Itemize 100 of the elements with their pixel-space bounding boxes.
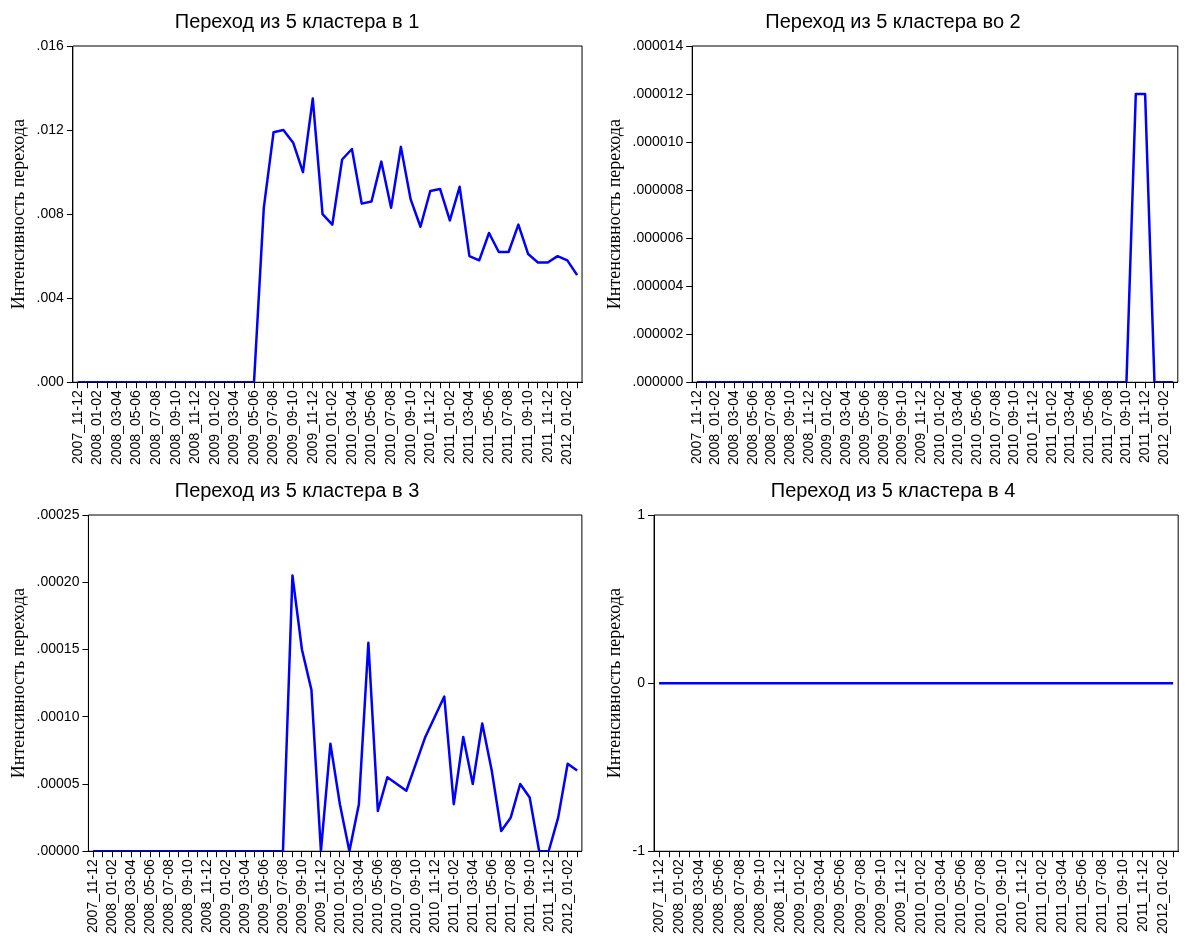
x-tick-label: 2010_07-08 — [986, 390, 1003, 466]
x-tick-label: 2010_01-02 — [330, 859, 347, 935]
x-tick-label: 2007_11-12 — [84, 859, 101, 933]
x-tick-label: 2011_05-06 — [479, 390, 496, 464]
x-tick-label: 2008_11-12 — [186, 390, 203, 464]
x-tick-label: 2010_05-06 — [952, 859, 969, 935]
x-tick-label: 2010_07-08 — [972, 859, 989, 935]
y-tick-label: .008 — [36, 204, 65, 221]
x-tick-label: 2012_01-02 — [1153, 859, 1170, 935]
x-tick-label: 2009_01-02 — [791, 859, 808, 935]
x-tick-label: 2011_09-10 — [520, 859, 537, 933]
x-tick-label: 2009_05-06 — [254, 859, 271, 935]
x-tick-label: 2008_07-08 — [762, 390, 779, 466]
y-tick-label: -1 — [632, 842, 646, 859]
y-tick-label: .00005 — [36, 774, 80, 791]
x-tick-label: 2009_07-08 — [851, 859, 868, 935]
y-tick-label: .000004 — [632, 277, 684, 294]
x-tick-label: 2009_11-12 — [911, 390, 928, 464]
x-tick-label: 2009_11-12 — [303, 390, 320, 464]
x-tick-label: 2010_11-12 — [1023, 390, 1040, 464]
x-tick-label: 2011_05-06 — [1079, 390, 1096, 464]
x-tick-label: 2012_01-02 — [1154, 390, 1171, 466]
x-tick-label: 2008_01-02 — [88, 390, 105, 466]
x-tick-label: 2009_09-10 — [871, 859, 888, 935]
x-tick-label: 2008_09-10 — [178, 859, 195, 935]
y-tick-label: .000012 — [632, 84, 684, 101]
y-tick-label: .00025 — [36, 505, 80, 522]
x-tick-label: 2010_07-08 — [387, 859, 404, 935]
x-tick-label: 2008_03-04 — [121, 859, 138, 935]
x-tick-label: 2011_07-08 — [1093, 859, 1110, 933]
x-tick-label: 2011_11-12 — [539, 859, 556, 932]
x-tick-label: 2010_01-02 — [912, 859, 929, 935]
x-tick-label: 2011_11-12 — [538, 390, 555, 463]
x-tick-label: 2011_09-10 — [1113, 859, 1130, 933]
x-tick-label: 2010_03-04 — [342, 390, 359, 466]
x-tick-label: 2009_01-02 — [216, 859, 233, 935]
y-tick-label: .000 — [36, 373, 65, 390]
x-tick-label: 2009_05-06 — [244, 390, 261, 466]
x-tick-label: 2011_03-04 — [1061, 390, 1078, 464]
x-tick-label: 2010_11-12 — [421, 390, 438, 464]
y-tick-label: .00015 — [36, 640, 80, 657]
x-tick-label: 2009_01-02 — [818, 390, 835, 466]
x-tick-label: 2012_01-02 — [558, 859, 575, 935]
x-tick-label: 2008_03-04 — [107, 390, 124, 466]
y-tick-label: .000008 — [632, 180, 684, 197]
x-tick-label: 2011_11-12 — [1133, 859, 1150, 932]
x-tick-label: 2011_11-12 — [1135, 390, 1152, 463]
x-tick-label: 2008_11-12 — [770, 859, 787, 933]
x-tick-label: 2010_03-04 — [949, 390, 966, 466]
y-tick-label: .004 — [36, 289, 65, 306]
x-tick-label: 2011_05-06 — [482, 859, 499, 933]
x-tick-label: 2009_09-10 — [292, 859, 309, 935]
y-tick-label: 0 — [637, 673, 646, 690]
y-axis-title: Интенсивность перехода — [603, 588, 624, 779]
x-tick-label: 2008_07-08 — [159, 859, 176, 935]
x-tick-label: 2010_11-12 — [1012, 859, 1029, 933]
y-tick-label: .000000 — [632, 373, 684, 390]
y-tick-label: .000006 — [632, 229, 684, 246]
x-tick-label: 2011_01-02 — [444, 859, 461, 933]
x-tick-label: 2011_03-04 — [460, 390, 477, 464]
x-tick-label: 2008_11-12 — [197, 859, 214, 933]
x-tick-label: 2009_07-08 — [264, 390, 281, 466]
x-tick-label: 2011_03-04 — [1053, 859, 1070, 933]
x-tick-label: 2010_09-10 — [1005, 390, 1022, 466]
x-tick-label: 2009_03-04 — [235, 859, 252, 935]
chart-title: Переход из 5 кластера во 2 — [765, 9, 1021, 32]
x-tick-label: 2011_01-02 — [1032, 859, 1049, 933]
y-tick-label: .00010 — [36, 707, 80, 724]
x-tick-label: 2010_09-10 — [406, 859, 423, 935]
x-tick-label: 2010_09-10 — [992, 859, 1009, 935]
x-tick-label: 2008_07-08 — [146, 390, 163, 466]
x-tick-label: 2008_07-08 — [730, 859, 747, 935]
x-tick-label: 2008_11-12 — [799, 390, 816, 464]
x-tick-label: 2008_01-02 — [670, 859, 687, 935]
x-tick-label: 2008_03-04 — [690, 859, 707, 935]
x-tick-label: 2010_09-10 — [401, 390, 418, 466]
x-tick-label: 2011_01-02 — [440, 390, 457, 464]
x-tick-label: 2009_01-02 — [205, 390, 222, 466]
x-tick-label: 2008_05-06 — [140, 859, 157, 935]
x-tick-label: 2009_11-12 — [891, 859, 908, 933]
chart-title: Переход из 5 кластера в 1 — [174, 9, 420, 32]
x-tick-label: 2010_05-06 — [368, 859, 385, 935]
x-tick-label: 2007_11-12 — [687, 390, 704, 464]
x-tick-label: 2009_03-04 — [811, 859, 828, 935]
x-tick-label: 2011_05-06 — [1073, 859, 1090, 933]
x-tick-label: 2010_05-06 — [362, 390, 379, 466]
x-tick-label: 2011_03-04 — [463, 859, 480, 933]
y-axis-title: Интенсивность перехода — [7, 119, 28, 310]
x-tick-label: 2009_03-04 — [837, 390, 854, 466]
x-tick-label: 2010_05-06 — [967, 390, 984, 466]
y-tick-label: .000002 — [632, 325, 684, 342]
x-tick-label: 2012_01-02 — [558, 390, 575, 466]
y-tick-label: .000014 — [632, 36, 684, 53]
y-tick-label: 1 — [637, 505, 646, 522]
x-tick-label: 2009_11-12 — [311, 859, 328, 933]
x-tick-label: 2011_07-08 — [499, 390, 516, 464]
y-axis-title: Интенсивность перехода — [7, 588, 28, 779]
x-tick-label: 2010_07-08 — [381, 390, 398, 466]
x-tick-label: 2008_09-10 — [750, 859, 767, 935]
y-tick-label: .00000 — [36, 842, 80, 859]
